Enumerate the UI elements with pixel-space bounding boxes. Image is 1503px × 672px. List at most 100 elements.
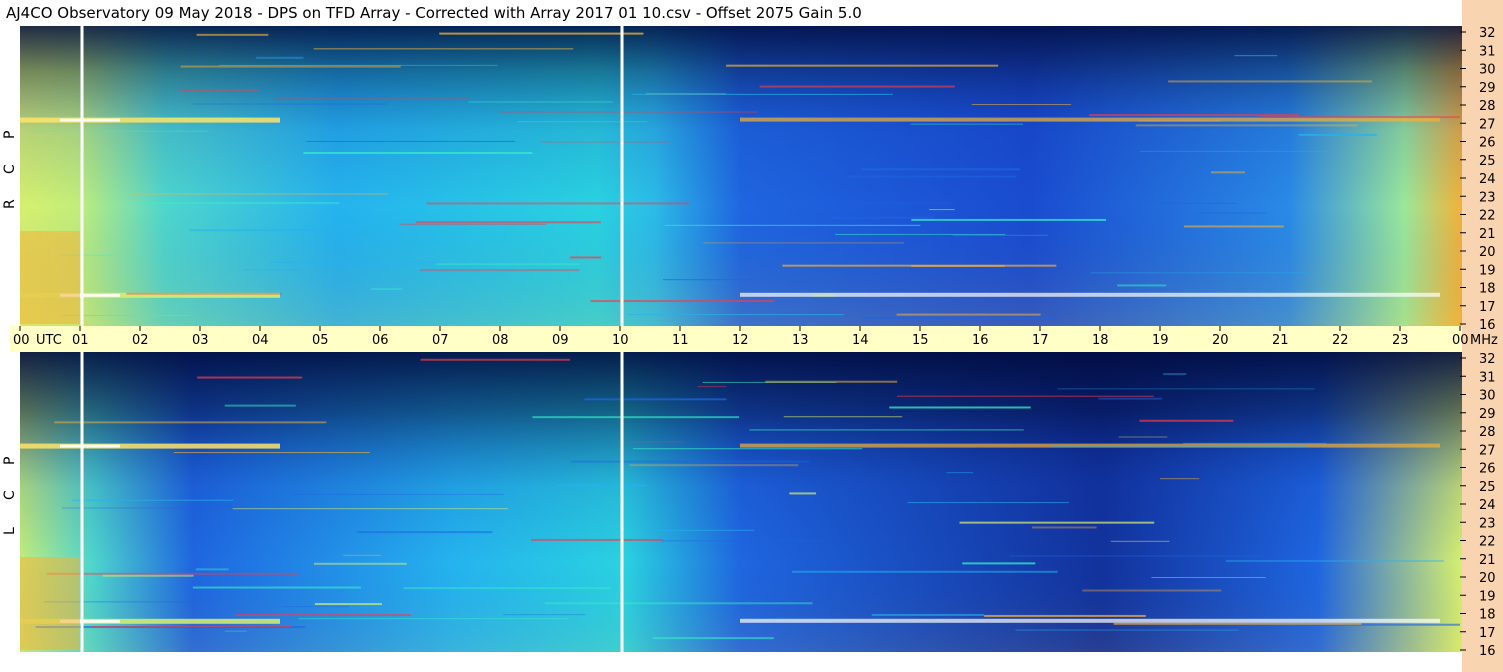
noise-streak — [1135, 124, 1358, 127]
noise-streak — [1110, 540, 1170, 542]
noise-streak — [306, 140, 516, 142]
noise-streak — [1015, 629, 1239, 631]
noise-streak — [255, 56, 304, 59]
noise-streak — [219, 64, 498, 66]
noise-streak — [517, 121, 648, 123]
band-streak — [740, 117, 1440, 122]
noise-streak — [862, 316, 1057, 319]
noise-streak — [662, 279, 768, 281]
x-tick-label: 11 — [672, 333, 689, 348]
y-tick-label: 21 — [1479, 227, 1496, 242]
panel-lcp — [20, 352, 1462, 652]
noise-streak — [180, 65, 401, 68]
data-gaps — [80, 26, 624, 652]
x-tick-label: 08 — [492, 333, 509, 348]
x-tick-label: 10 — [612, 333, 629, 348]
noise-streak — [962, 562, 1036, 565]
y-tick-label: 27 — [1479, 443, 1496, 458]
mhz-axis-lcp: 32 31 30 29 28 27 26 25 24 23 22 21 20 19 18 17 16 — [1460, 352, 1496, 659]
noise-streak — [293, 493, 504, 495]
noise-streak — [1159, 478, 1200, 480]
noise-streak — [946, 472, 974, 474]
y-axis-unit: MHz — [1470, 333, 1498, 348]
noise-streak — [468, 101, 613, 103]
noise-streak — [138, 117, 253, 119]
y-tick-label: 25 — [1479, 154, 1496, 169]
y-tick-label: 32 — [1479, 352, 1496, 367]
y-tick-label: 22 — [1479, 535, 1496, 550]
noise-streak — [126, 292, 282, 295]
mhz-axis-rcp: 32 31 30 29 28 27 26 25 24 23 22 21 20 19 18 17 16 — [1460, 26, 1496, 333]
noise-streak — [759, 202, 951, 204]
noise-streak — [783, 416, 903, 418]
noise-streak — [652, 529, 755, 531]
noise-streak — [812, 294, 837, 297]
noise-streak — [173, 452, 370, 454]
band-streak — [20, 443, 280, 449]
noise-streak — [298, 618, 568, 620]
polarization-letter: P — [2, 457, 18, 465]
noise-streak — [652, 637, 774, 640]
y-tick-label: 32 — [1479, 26, 1496, 41]
x-tick-label: 16 — [972, 333, 989, 348]
polarization-letter: C — [2, 490, 18, 500]
x-tick-label: 02 — [132, 333, 149, 348]
noise-streak — [1139, 150, 1330, 152]
noise-streak — [584, 398, 727, 401]
noise-streak — [896, 313, 1041, 316]
noise-streak — [1009, 555, 1262, 557]
x-tick-label: 22 — [1332, 333, 1349, 348]
x-tick-label: 00 — [13, 333, 30, 348]
noise-streak — [313, 48, 574, 50]
band-streak — [20, 117, 280, 123]
band-streak — [60, 619, 120, 623]
noise-streak — [847, 175, 1016, 178]
y-tick-label: 30 — [1479, 63, 1496, 78]
noise-streak — [629, 464, 799, 467]
y-tick-label: 20 — [1479, 571, 1496, 586]
x-tick-label: 06 — [372, 333, 389, 348]
noise-streak — [632, 448, 863, 450]
y-tick-label: 27 — [1479, 117, 1496, 132]
hot-region — [20, 231, 80, 324]
noise-streak — [225, 630, 247, 632]
noise-streak — [1163, 373, 1187, 376]
hot-region — [20, 557, 80, 650]
panel-rcp-freq-shade — [20, 26, 1462, 326]
noise-streak — [1151, 577, 1266, 579]
x-tick-label: 07 — [432, 333, 449, 348]
noise-streak — [726, 64, 999, 67]
band-streak — [740, 292, 1440, 297]
noise-streak — [189, 229, 358, 232]
y-tick-label: 16 — [1479, 318, 1496, 333]
noise-streak — [1225, 559, 1444, 562]
x-tick-label: 05 — [312, 333, 329, 348]
x-axis-unit: UTC — [36, 333, 62, 348]
panel-rcp — [20, 26, 1462, 326]
y-tick-label: 24 — [1479, 172, 1496, 187]
noise-streak — [498, 111, 758, 113]
noise-streak — [30, 130, 209, 132]
y-tick-label: 19 — [1479, 589, 1496, 604]
noise-streak — [1118, 436, 1168, 438]
band-streak — [60, 444, 120, 448]
noise-streak — [192, 586, 361, 589]
x-tick-label: 00 — [1452, 333, 1469, 348]
noise-streak — [570, 460, 810, 463]
band-streak — [740, 443, 1440, 448]
noise-streak — [789, 492, 817, 495]
x-tick-label: 17 — [1032, 333, 1049, 348]
noise-streak — [570, 256, 602, 259]
noise-streak — [1117, 284, 1167, 287]
noise-streak — [139, 202, 340, 205]
noise-streak — [1057, 388, 1315, 390]
y-tick-label: 26 — [1479, 462, 1496, 477]
y-tick-label: 31 — [1479, 370, 1496, 385]
noise-streak — [540, 141, 670, 143]
noise-streak — [749, 429, 1024, 431]
x-tick-label: 15 — [912, 333, 929, 348]
y-tick-label: 20 — [1479, 245, 1496, 260]
noise-streak — [697, 386, 727, 388]
noise-streak — [1298, 133, 1377, 136]
noise-streak — [1197, 212, 1266, 214]
